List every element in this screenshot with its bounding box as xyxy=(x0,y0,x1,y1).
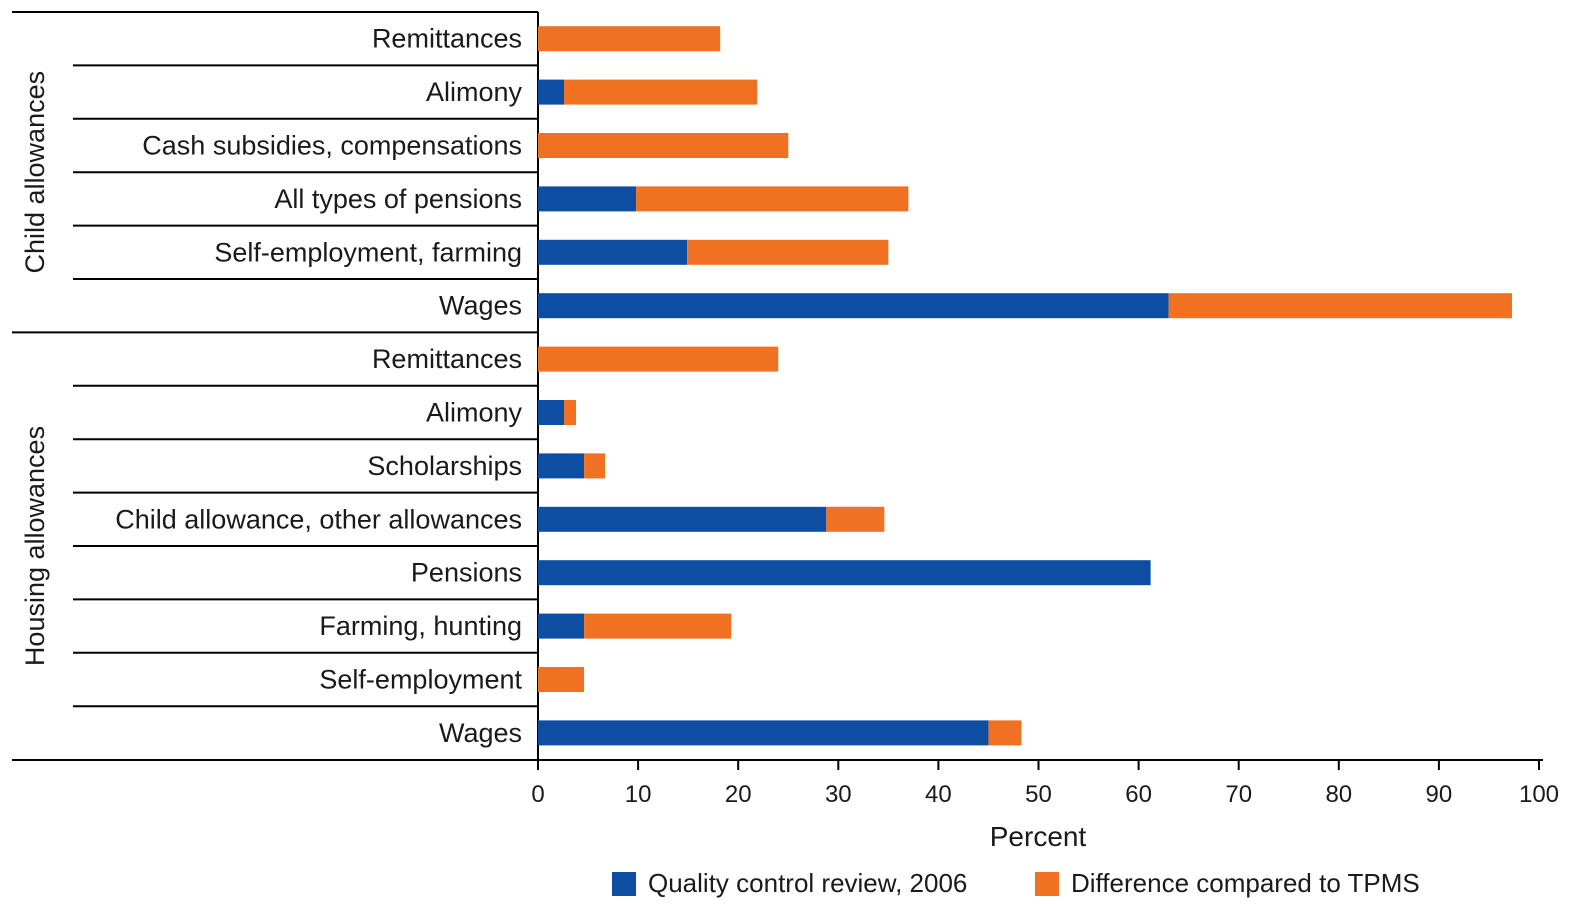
bar-difference xyxy=(538,26,721,52)
bar-difference xyxy=(1168,293,1512,319)
x-tick-label: 40 xyxy=(925,781,952,808)
bar-difference xyxy=(826,506,885,532)
bar-quality-control xyxy=(538,293,1169,319)
x-tick-label: 80 xyxy=(1325,781,1352,808)
bar-quality-control xyxy=(538,186,637,212)
bar-difference xyxy=(538,346,779,372)
x-axis-title: Percent xyxy=(990,821,1087,852)
category-label: Scholarships xyxy=(367,451,522,481)
bar-difference xyxy=(538,133,789,158)
bar-quality-control xyxy=(538,453,585,479)
bar-quality-control xyxy=(538,239,688,265)
legend-label-quality: Quality control review, 2006 xyxy=(648,868,967,898)
category-label: Wages xyxy=(439,291,522,321)
x-tick-label: 60 xyxy=(1125,781,1152,808)
bar-difference xyxy=(988,720,1022,746)
x-tick-label: 10 xyxy=(625,781,652,808)
bar-difference xyxy=(687,239,889,265)
category-label: Remittances xyxy=(372,344,522,374)
category-label: Self-employment, farming xyxy=(214,237,522,267)
x-tick-label: 90 xyxy=(1426,781,1453,808)
category-label: Cash subsidies, compensations xyxy=(142,131,522,161)
bar-quality-control xyxy=(538,720,989,746)
bar-quality-control xyxy=(538,560,1151,586)
x-tick-label: 20 xyxy=(725,781,752,808)
bar-difference xyxy=(564,79,758,105)
bar-difference xyxy=(584,453,606,479)
group-label: Child allowances xyxy=(20,71,50,274)
legend-swatch-difference xyxy=(1035,872,1059,896)
bar-difference xyxy=(538,667,585,692)
x-tick-label: 50 xyxy=(1025,781,1052,808)
bar-quality-control xyxy=(538,613,585,639)
category-label: Remittances xyxy=(372,24,522,54)
category-label: Child allowance, other allowances xyxy=(115,504,522,534)
category-label: Self-employment xyxy=(319,665,522,695)
bar-quality-control xyxy=(538,79,565,105)
legend-swatch-quality xyxy=(612,872,636,896)
category-label: Alimony xyxy=(426,398,523,428)
group-label: Housing allowances xyxy=(20,426,50,666)
x-tick-label: 30 xyxy=(825,781,852,808)
category-label: Alimony xyxy=(426,77,523,107)
x-tick-label: 70 xyxy=(1225,781,1252,808)
category-label: Farming, hunting xyxy=(319,611,522,641)
bar-quality-control xyxy=(538,400,565,425)
category-label: Wages xyxy=(439,718,522,748)
legend-label-difference: Difference compared to TPMS xyxy=(1071,868,1420,898)
x-tick-label: 100 xyxy=(1519,781,1559,808)
category-label: Pensions xyxy=(411,558,522,588)
category-label: All types of pensions xyxy=(274,184,522,214)
x-tick-label: 0 xyxy=(531,781,544,808)
bar-difference xyxy=(636,186,909,212)
bar-difference xyxy=(564,400,577,425)
bar-quality-control xyxy=(538,506,827,532)
bar-difference xyxy=(584,613,732,639)
